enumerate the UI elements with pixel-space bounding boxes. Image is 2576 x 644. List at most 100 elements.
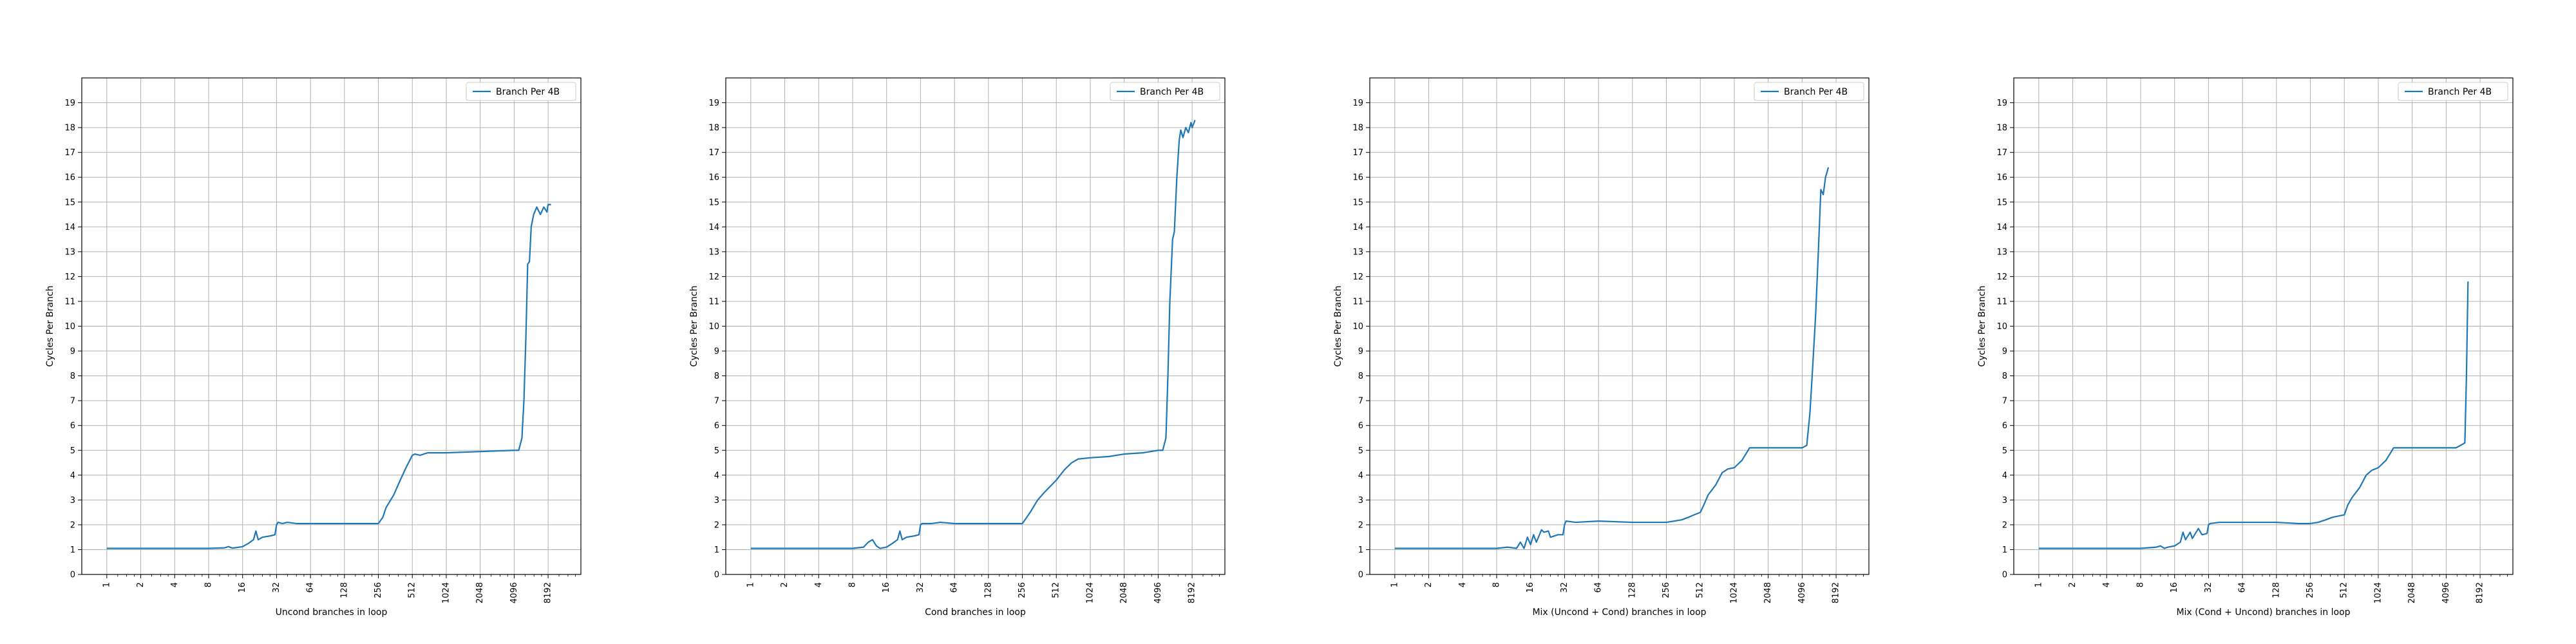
x-tick-label: 2048 <box>2407 582 2417 603</box>
grid <box>726 78 1225 575</box>
y-tick-label: 3 <box>70 496 75 506</box>
plot-frame <box>1369 77 1870 575</box>
y-tick-label: 19 <box>708 99 719 108</box>
x-tick-label: 1 <box>102 582 111 587</box>
x-tick-label: 8 <box>204 582 213 587</box>
x-tick-label: 8192 <box>1832 582 1841 603</box>
y-tick-label: 17 <box>1352 148 1363 158</box>
x-axis-label: Mix (Uncond + Cond) branches in loop <box>1532 607 1706 618</box>
y-tick-label: 18 <box>1996 124 2007 133</box>
y-tick-label: 9 <box>2002 347 2007 357</box>
x-tick-label: 2048 <box>475 582 485 603</box>
legend: Branch Per 4B <box>1110 82 1220 101</box>
y-tick-label: 12 <box>708 272 719 282</box>
x-tick-label: 64 <box>306 582 316 593</box>
x-tick-label: 256 <box>1662 582 1671 598</box>
y-axis-label: Cycles Per Branch <box>45 285 55 366</box>
x-tick-label: 1024 <box>1085 582 1095 603</box>
grid <box>82 78 581 575</box>
y-tick-label: 0 <box>2002 571 2007 580</box>
legend-box <box>1110 82 1220 101</box>
y-tick-label: 6 <box>70 421 75 431</box>
legend-label: Branch Per 4B <box>1140 87 1204 97</box>
x-tick-label: 4096 <box>1797 582 1807 603</box>
y-tick-label: 9 <box>70 347 75 357</box>
x-tick-label: 4 <box>1458 582 1468 587</box>
x-tick-label: 4096 <box>1153 582 1163 603</box>
y-tick-label: 15 <box>1996 198 2007 207</box>
y-tick-label: 16 <box>64 173 75 183</box>
legend: Branch Per 4B <box>466 82 576 101</box>
y-tick-label: 8 <box>70 372 75 381</box>
x-tick-label: 256 <box>2306 582 2315 598</box>
x-tick-label: 512 <box>1052 582 1061 598</box>
y-tick-label: 4 <box>2002 471 2007 480</box>
x-tick-label: 1 <box>746 582 755 587</box>
y-axis-label: Cycles Per Branch <box>1977 285 1987 366</box>
y-tick-label: 12 <box>1996 272 2007 282</box>
y-tick-label: 8 <box>2002 372 2007 381</box>
y-tick-label: 8 <box>1358 372 1363 381</box>
legend: Branch Per 4B <box>2398 82 2508 101</box>
y-tick-label: 16 <box>1352 173 1363 183</box>
y-tick-label: 9 <box>714 347 719 357</box>
y-tick-label: 9 <box>1358 347 1363 357</box>
y-tick-label: 5 <box>714 446 719 456</box>
legend-box <box>1754 82 1864 101</box>
y-tick-label: 10 <box>1352 322 1363 332</box>
y-tick-label: 18 <box>64 124 75 133</box>
series-line <box>106 204 551 549</box>
y-tick-label: 4 <box>1358 471 1363 480</box>
y-tick-label: 11 <box>64 297 75 307</box>
y-tick-label: 0 <box>714 571 719 580</box>
y-tick-label: 11 <box>1996 297 2007 307</box>
y-tick-label: 1 <box>714 545 719 555</box>
y-tick-label: 18 <box>708 124 719 133</box>
x-tick-label: 2048 <box>1119 582 1129 603</box>
y-tick-label: 5 <box>1358 446 1363 456</box>
y-tick-label: 7 <box>1358 397 1363 406</box>
x-tick-label: 2 <box>780 582 790 587</box>
y-tick-label: 17 <box>1996 148 2007 158</box>
y-tick-label: 3 <box>2002 496 2007 506</box>
y-tick-label: 2 <box>70 520 75 530</box>
y-tick-label: 19 <box>64 99 75 108</box>
legend-label: Branch Per 4B <box>2428 87 2492 97</box>
x-tick-label: 1024 <box>2373 582 2383 603</box>
y-tick-label: 0 <box>1358 571 1363 580</box>
x-tick-label: 1 <box>1390 582 1399 587</box>
x-tick-label: 16 <box>1526 582 1535 593</box>
plot-frame <box>2013 77 2514 575</box>
plot-frame <box>81 77 582 575</box>
y-axis-label: Cycles Per Branch <box>1333 285 1343 366</box>
x-tick-label: 2 <box>1424 582 1434 587</box>
x-tick-label: 512 <box>2340 582 2349 598</box>
x-tick-label: 16 <box>882 582 891 593</box>
x-axis-label: Mix (Cond + Uncond) branches in loop <box>2176 607 2350 618</box>
y-tick-label: 3 <box>714 496 719 506</box>
x-tick-label: 512 <box>408 582 417 598</box>
y-tick-label: 14 <box>1996 223 2007 232</box>
y-tick-label: 4 <box>714 471 719 480</box>
x-tick-label: 2 <box>136 582 146 587</box>
y-tick-label: 17 <box>64 148 75 158</box>
x-tick-label: 2 <box>2068 582 2078 587</box>
x-tick-label: 64 <box>2238 582 2248 593</box>
x-tick-label: 32 <box>1560 582 1569 593</box>
x-tick-label: 4096 <box>509 582 519 603</box>
x-tick-label: 4 <box>170 582 180 587</box>
x-tick-label: 32 <box>916 582 925 593</box>
y-tick-label: 14 <box>708 223 719 232</box>
series-line <box>2038 281 2469 549</box>
y-axis-label: Cycles Per Branch <box>689 285 699 366</box>
y-tick-label: 2 <box>1358 520 1363 530</box>
y-tick-label: 1 <box>1358 545 1363 555</box>
x-tick-label: 1024 <box>441 582 451 603</box>
y-tick-label: 10 <box>708 322 719 332</box>
x-tick-label: 8192 <box>1188 582 1197 603</box>
y-tick-label: 2 <box>2002 520 2007 530</box>
x-tick-label: 512 <box>1696 582 1705 598</box>
